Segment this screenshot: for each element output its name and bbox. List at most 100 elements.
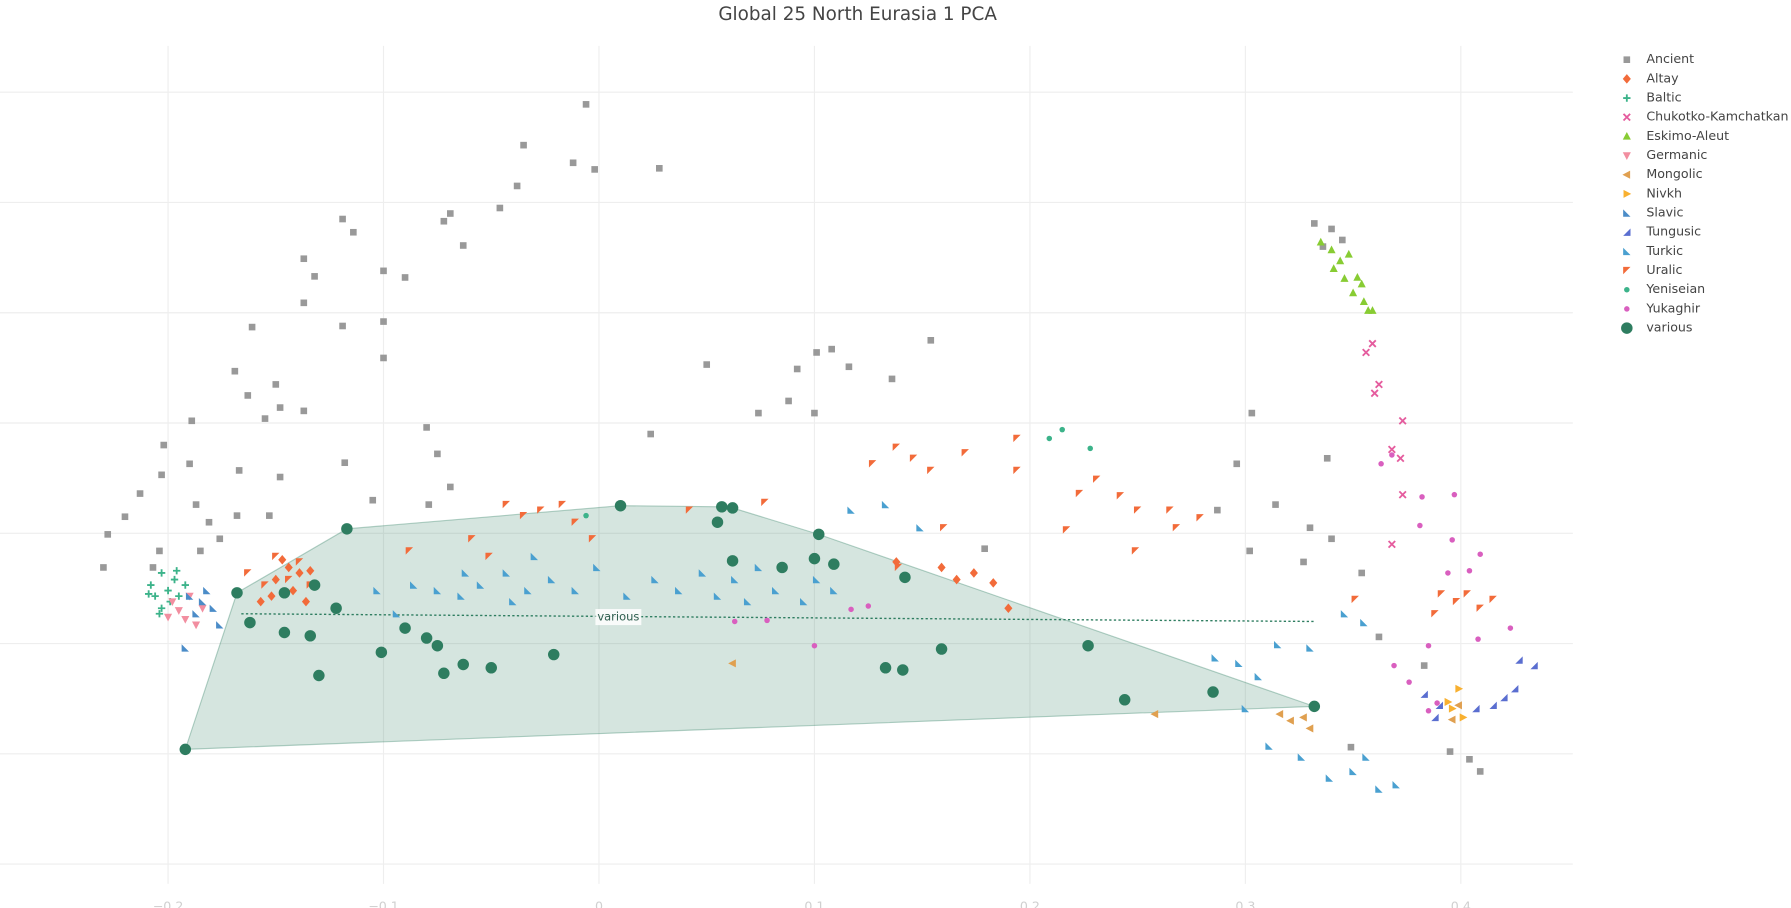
x-tick-label: 0 <box>595 898 603 908</box>
point <box>420 632 433 644</box>
point <box>1374 380 1383 389</box>
point <box>1274 640 1282 649</box>
point <box>785 397 792 405</box>
point <box>1455 684 1464 693</box>
point <box>1375 785 1383 793</box>
point <box>571 518 579 526</box>
point <box>401 274 409 281</box>
point <box>300 255 308 263</box>
point <box>104 531 112 538</box>
series-12 <box>583 426 1093 519</box>
point <box>1387 540 1396 549</box>
point <box>447 210 454 217</box>
point <box>675 586 683 595</box>
point <box>181 644 189 652</box>
point <box>1475 636 1481 642</box>
point <box>1530 661 1538 670</box>
point <box>776 561 788 574</box>
point <box>899 571 911 584</box>
legend-label: Mongolic <box>1646 166 1702 181</box>
point <box>1300 558 1307 566</box>
point <box>940 524 948 532</box>
point <box>266 512 273 519</box>
point <box>261 415 269 422</box>
point <box>703 361 711 368</box>
point <box>188 417 196 425</box>
point <box>149 564 157 571</box>
point <box>1419 494 1425 500</box>
point <box>447 483 454 491</box>
point <box>197 547 204 555</box>
legend-label: Altay <box>1646 70 1679 85</box>
point <box>1466 568 1473 574</box>
point <box>179 743 192 756</box>
point <box>1286 716 1294 725</box>
point <box>1323 454 1331 462</box>
point <box>496 204 504 212</box>
point <box>1235 659 1243 668</box>
point <box>1425 708 1432 714</box>
point <box>1344 249 1353 258</box>
legend-label: Nivkh <box>1646 185 1682 200</box>
point <box>276 404 284 411</box>
point <box>1406 679 1412 685</box>
point <box>174 607 183 615</box>
legend-marker <box>1623 94 1631 102</box>
legend-marker <box>1623 247 1631 256</box>
chart-title: Global 25 North Eurasia 1 PCA <box>718 4 997 25</box>
point <box>1254 672 1262 681</box>
point <box>1297 753 1306 761</box>
point <box>244 392 252 399</box>
point <box>1375 633 1383 641</box>
point <box>350 228 357 236</box>
x-tick-label: 0.2 <box>1020 898 1040 908</box>
point <box>380 318 387 325</box>
point <box>892 443 900 451</box>
point <box>288 585 298 596</box>
point <box>205 518 213 526</box>
point <box>813 349 820 356</box>
point <box>1241 704 1250 713</box>
point <box>100 564 107 571</box>
point <box>1359 297 1368 306</box>
point <box>1451 491 1458 498</box>
point <box>569 159 577 167</box>
point <box>1448 704 1457 713</box>
point <box>192 501 200 508</box>
point <box>1392 780 1400 789</box>
point <box>868 460 877 468</box>
point <box>1515 656 1523 664</box>
point <box>583 512 589 519</box>
point <box>685 506 694 514</box>
point <box>1340 610 1349 618</box>
point <box>1500 693 1508 702</box>
point <box>375 646 388 659</box>
point <box>192 610 200 618</box>
point <box>1459 713 1468 722</box>
point <box>830 586 838 595</box>
point <box>301 596 310 607</box>
series-7 <box>1444 684 1468 722</box>
point <box>755 409 762 417</box>
point <box>1248 409 1256 417</box>
point <box>1306 524 1314 532</box>
point <box>1351 595 1359 604</box>
point <box>1507 625 1514 631</box>
series-13 <box>731 452 1514 714</box>
point <box>168 598 177 607</box>
point <box>1327 245 1336 254</box>
legend-marker <box>1622 74 1631 84</box>
point <box>1150 710 1159 719</box>
point <box>380 267 387 275</box>
point <box>330 602 342 614</box>
point <box>1434 700 1440 706</box>
point <box>1358 569 1366 577</box>
point <box>1328 535 1335 543</box>
point <box>300 299 308 307</box>
legend-label: Ancient <box>1646 51 1694 66</box>
point <box>181 615 190 624</box>
point <box>716 501 728 513</box>
point <box>164 613 173 622</box>
point <box>1454 701 1462 710</box>
point <box>272 552 280 561</box>
